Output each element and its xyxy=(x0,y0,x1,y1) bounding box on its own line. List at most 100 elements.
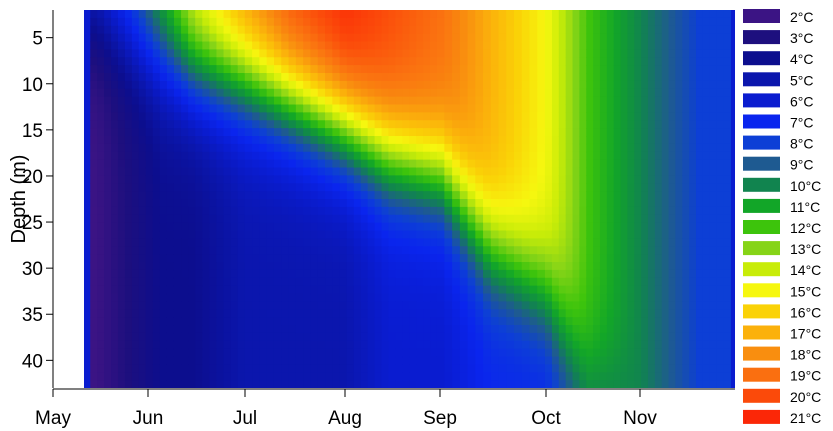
heatmap-cell xyxy=(152,238,161,247)
heatmap-cell xyxy=(273,309,282,318)
heatmap-cell xyxy=(374,254,383,263)
heatmap-cell xyxy=(661,112,670,121)
heatmap-cell xyxy=(138,33,147,43)
heatmap-cell xyxy=(181,33,189,43)
heatmap-cell xyxy=(452,199,461,208)
heatmap-cell xyxy=(381,128,390,137)
heatmap-cell xyxy=(723,25,731,35)
heatmap-cell xyxy=(216,199,225,208)
heatmap-cell xyxy=(288,199,297,208)
heatmap-cell xyxy=(367,309,376,318)
heatmap-cell xyxy=(339,33,348,43)
heatmap-cell xyxy=(273,17,282,27)
heatmap-cell xyxy=(627,191,635,200)
heatmap-cell xyxy=(166,262,175,271)
heatmap-cell xyxy=(627,128,635,137)
legend-swatch xyxy=(743,93,780,108)
heatmap-cell xyxy=(104,73,112,82)
heatmap-cell xyxy=(159,364,168,373)
heatmap-cell xyxy=(353,372,362,381)
heatmap-cell xyxy=(124,136,133,145)
heatmap-cell xyxy=(310,191,319,200)
heatmap-cell xyxy=(97,65,105,74)
heatmap-cell xyxy=(565,340,574,350)
heatmap-cell xyxy=(281,246,290,255)
heatmap-cell xyxy=(374,214,383,224)
heatmap-cell xyxy=(599,301,608,310)
heatmap-cell xyxy=(409,120,417,129)
heatmap-cell xyxy=(682,151,690,161)
heatmap-cell xyxy=(138,191,147,200)
heatmap-cell xyxy=(332,356,341,365)
heatmap-cell xyxy=(558,120,567,129)
heatmap-cell xyxy=(579,348,587,358)
heatmap-cell xyxy=(339,356,348,365)
heatmap-cell xyxy=(295,277,304,287)
heatmap-cell xyxy=(423,25,431,35)
heatmap-cell xyxy=(353,112,362,121)
heatmap-cell xyxy=(490,301,500,310)
heatmap-cell xyxy=(310,88,319,98)
heatmap-cell xyxy=(273,175,282,184)
heatmap-cell xyxy=(209,136,218,145)
heatmap-cell xyxy=(444,206,453,216)
heatmap-cell xyxy=(325,96,333,106)
heatmap-cell xyxy=(381,230,390,239)
heatmap-cell xyxy=(641,254,649,263)
heatmap-cell xyxy=(195,332,203,342)
heatmap-cell xyxy=(295,151,304,161)
heatmap-cell xyxy=(613,183,622,192)
heatmap-cell xyxy=(529,73,538,82)
heatmap-cell xyxy=(558,25,567,35)
heatmap-cell xyxy=(483,57,492,66)
heatmap-cell xyxy=(152,332,161,342)
heatmap-cell xyxy=(475,191,484,200)
heatmap-cell xyxy=(131,332,140,342)
heatmap-cell xyxy=(409,348,417,358)
heatmap-cell xyxy=(325,199,333,208)
heatmap-cell xyxy=(620,49,629,58)
heatmap-cell xyxy=(452,112,461,121)
heatmap-cell xyxy=(467,112,476,121)
heatmap-cell xyxy=(668,167,677,176)
heatmap-cell xyxy=(416,230,424,239)
heatmap-cell xyxy=(654,57,663,66)
heatmap-cell xyxy=(230,372,239,381)
heatmap-cell xyxy=(696,88,704,98)
y-axis-title: Depth (m) xyxy=(8,155,30,244)
heatmap-cell xyxy=(90,57,98,66)
heatmap-cell xyxy=(310,136,319,145)
heatmap-cell xyxy=(627,57,635,66)
heatmap-cell xyxy=(374,285,383,295)
heatmap-cell xyxy=(444,246,453,255)
heatmap-cell xyxy=(599,340,608,350)
heatmap-cell xyxy=(423,143,431,153)
heatmap-cell xyxy=(654,269,663,279)
heatmap-cell xyxy=(416,254,424,263)
heatmap-cell xyxy=(353,199,362,208)
heatmap-cell xyxy=(117,128,126,137)
heatmap-cell xyxy=(682,301,690,310)
heatmap-cell xyxy=(647,206,656,216)
heatmap-cell xyxy=(188,33,196,43)
heatmap-cell xyxy=(641,199,649,208)
heatmap-cell xyxy=(259,356,268,365)
heatmap-cell xyxy=(360,364,369,373)
heatmap-cell xyxy=(620,120,629,129)
heatmap-cell xyxy=(216,25,225,35)
heatmap-cell xyxy=(339,183,348,192)
heatmap-cell xyxy=(339,380,348,388)
heatmap-cell xyxy=(188,73,196,82)
heatmap-cell xyxy=(131,10,140,19)
heatmap-cell xyxy=(188,269,196,279)
heatmap-cell xyxy=(367,49,376,58)
heatmap-cell xyxy=(409,183,417,192)
heatmap-cell xyxy=(353,136,362,145)
heatmap-cell xyxy=(310,183,319,192)
heatmap-cell xyxy=(138,128,147,137)
heatmap-cell xyxy=(381,277,390,287)
heatmap-cell xyxy=(467,285,476,295)
heatmap-cell xyxy=(360,120,369,129)
heatmap-cell xyxy=(423,159,431,169)
heatmap-cell xyxy=(459,356,469,365)
